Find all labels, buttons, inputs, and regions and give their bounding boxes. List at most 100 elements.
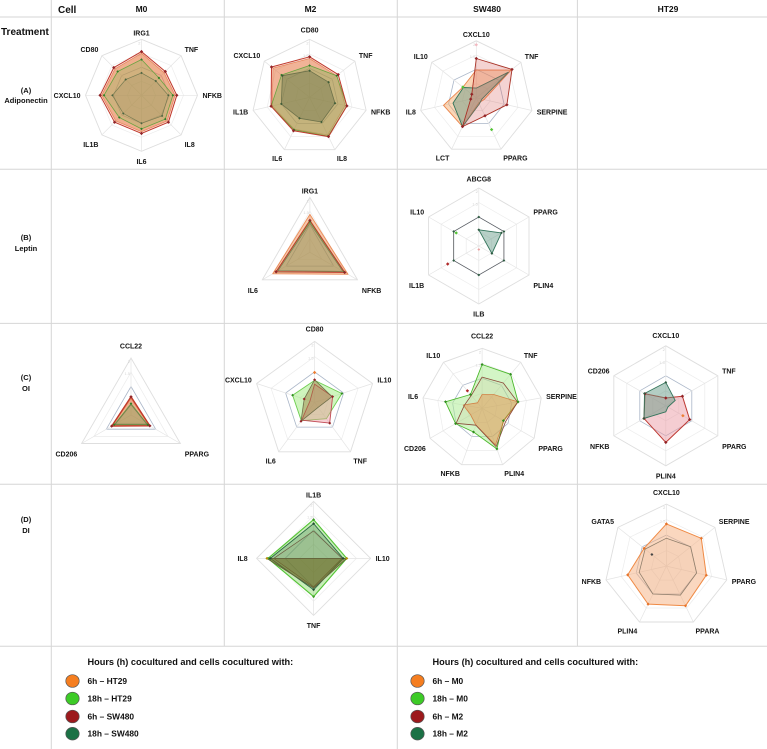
svg-text:6h – SW480: 6h – SW480 xyxy=(88,712,135,722)
svg-text:DI: DI xyxy=(22,526,30,535)
svg-text:2: 2 xyxy=(311,342,314,347)
svg-text:(D): (D) xyxy=(21,515,32,524)
svg-text:6h – HT29: 6h – HT29 xyxy=(88,676,128,686)
svg-text:IL6: IL6 xyxy=(272,156,282,163)
svg-text:HT29: HT29 xyxy=(658,4,679,14)
svg-text:2: 2 xyxy=(663,505,666,510)
svg-text:1.5: 1.5 xyxy=(303,53,309,58)
svg-text:TNF: TNF xyxy=(359,53,373,60)
svg-text:(A): (A) xyxy=(21,86,32,95)
svg-text:18h – M0: 18h – M0 xyxy=(433,694,469,704)
svg-text:PLIN4: PLIN4 xyxy=(617,628,637,635)
svg-text:PPARG: PPARG xyxy=(722,444,747,451)
svg-text:2: 2 xyxy=(479,349,482,354)
svg-text:SERPINE: SERPINE xyxy=(719,519,750,526)
svg-text:PPARG: PPARG xyxy=(503,156,528,163)
svg-text:CD206: CD206 xyxy=(56,451,78,458)
svg-text:NFKB: NFKB xyxy=(362,288,381,295)
svg-text:TNF: TNF xyxy=(353,459,367,466)
svg-text:1.5: 1.5 xyxy=(472,201,478,206)
svg-text:18h – M2: 18h – M2 xyxy=(433,729,469,739)
svg-text:2: 2 xyxy=(138,40,141,45)
svg-text:IL6: IL6 xyxy=(266,459,276,466)
svg-text:PLIN4: PLIN4 xyxy=(533,283,553,290)
svg-text:IL10: IL10 xyxy=(376,556,390,563)
svg-text:IL6: IL6 xyxy=(248,288,258,295)
svg-text:PPARA: PPARA xyxy=(696,628,720,635)
svg-text:CD80: CD80 xyxy=(80,47,98,54)
svg-text:6h – M2: 6h – M2 xyxy=(433,712,464,722)
svg-text:Treatment: Treatment xyxy=(1,27,49,38)
svg-text:1.5: 1.5 xyxy=(308,356,314,361)
svg-text:NFKB: NFKB xyxy=(440,471,459,478)
svg-text:2: 2 xyxy=(476,189,479,194)
svg-text:2: 2 xyxy=(307,198,310,203)
svg-text:IL6: IL6 xyxy=(408,394,418,401)
svg-text:CD80: CD80 xyxy=(306,326,324,333)
svg-text:2: 2 xyxy=(310,502,313,507)
svg-text:1.5: 1.5 xyxy=(659,360,665,365)
svg-text:PPARG: PPARG xyxy=(538,446,563,453)
svg-text:1.5: 1.5 xyxy=(470,54,476,59)
svg-text:PPARG: PPARG xyxy=(185,451,210,458)
svg-text:Leptin: Leptin xyxy=(15,244,38,253)
svg-text:IL1B: IL1B xyxy=(409,283,424,290)
svg-text:IL1B: IL1B xyxy=(306,492,321,499)
svg-text:ILB: ILB xyxy=(473,312,484,319)
svg-text:IL8: IL8 xyxy=(237,556,247,563)
svg-text:NFKB: NFKB xyxy=(371,109,390,116)
svg-text:(C): (C) xyxy=(21,373,32,382)
svg-text:2: 2 xyxy=(128,359,131,364)
svg-text:PLIN4: PLIN4 xyxy=(504,471,524,478)
svg-text:CCL22: CCL22 xyxy=(471,333,493,340)
svg-text:2: 2 xyxy=(306,40,309,45)
svg-text:IL8: IL8 xyxy=(406,110,416,117)
svg-text:18h – SW480: 18h – SW480 xyxy=(88,729,140,739)
svg-text:Cell: Cell xyxy=(58,5,77,16)
svg-text:CXCL10: CXCL10 xyxy=(225,377,252,384)
svg-text:1.5: 1.5 xyxy=(660,519,666,524)
svg-text:CCL22: CCL22 xyxy=(120,344,142,351)
svg-text:PLIN4: PLIN4 xyxy=(656,473,676,480)
svg-text:TNF: TNF xyxy=(185,47,199,54)
svg-text:GATA5: GATA5 xyxy=(591,519,614,526)
svg-text:IL8: IL8 xyxy=(337,156,347,163)
svg-text:CD206: CD206 xyxy=(404,446,426,453)
svg-text:OI: OI xyxy=(22,384,30,393)
svg-text:LCT: LCT xyxy=(436,156,450,163)
svg-text:IL10: IL10 xyxy=(410,210,424,217)
svg-text:SERPINE: SERPINE xyxy=(546,394,577,401)
svg-text:IL10: IL10 xyxy=(426,353,440,360)
svg-text:CXCL10: CXCL10 xyxy=(233,53,260,60)
svg-text:IL10: IL10 xyxy=(377,377,391,384)
svg-text:CXCL10: CXCL10 xyxy=(54,93,81,100)
svg-text:CXCL10: CXCL10 xyxy=(463,32,490,39)
svg-text:1.5: 1.5 xyxy=(303,210,309,215)
svg-text:CXCL10: CXCL10 xyxy=(653,490,680,497)
svg-text:18h – HT29: 18h – HT29 xyxy=(88,694,133,704)
svg-text:CD206: CD206 xyxy=(588,368,610,375)
svg-text:NFKB: NFKB xyxy=(582,579,601,586)
svg-text:1.5: 1.5 xyxy=(307,515,313,520)
svg-text:IRG1: IRG1 xyxy=(133,30,149,37)
svg-text:IL1B: IL1B xyxy=(83,142,98,149)
svg-text:TNF: TNF xyxy=(524,353,538,360)
svg-text:1.5: 1.5 xyxy=(476,362,482,367)
svg-text:1.5: 1.5 xyxy=(135,52,141,57)
svg-text:2: 2 xyxy=(473,42,476,47)
svg-text:NFKB: NFKB xyxy=(203,93,222,100)
svg-text:NFKB: NFKB xyxy=(590,444,609,451)
svg-text:CD80: CD80 xyxy=(301,28,319,35)
svg-text:IL6: IL6 xyxy=(136,159,146,166)
svg-text:CXCL10: CXCL10 xyxy=(652,333,679,340)
svg-text:Hours (h) cocultured and cells: Hours (h) cocultured and cells coculture… xyxy=(433,657,639,667)
svg-text:IL8: IL8 xyxy=(185,142,195,149)
svg-text:SERPINE: SERPINE xyxy=(537,110,568,117)
svg-text:TNF: TNF xyxy=(307,623,321,630)
svg-text:M0: M0 xyxy=(136,4,148,14)
svg-text:IL1B: IL1B xyxy=(233,109,248,116)
svg-text:SW480: SW480 xyxy=(473,4,501,14)
svg-text:Adiponectin: Adiponectin xyxy=(4,96,48,105)
svg-text:ABCG8: ABCG8 xyxy=(467,177,492,184)
svg-text:Hours (h) cocultured and cells: Hours (h) cocultured and cells coculture… xyxy=(88,657,294,667)
